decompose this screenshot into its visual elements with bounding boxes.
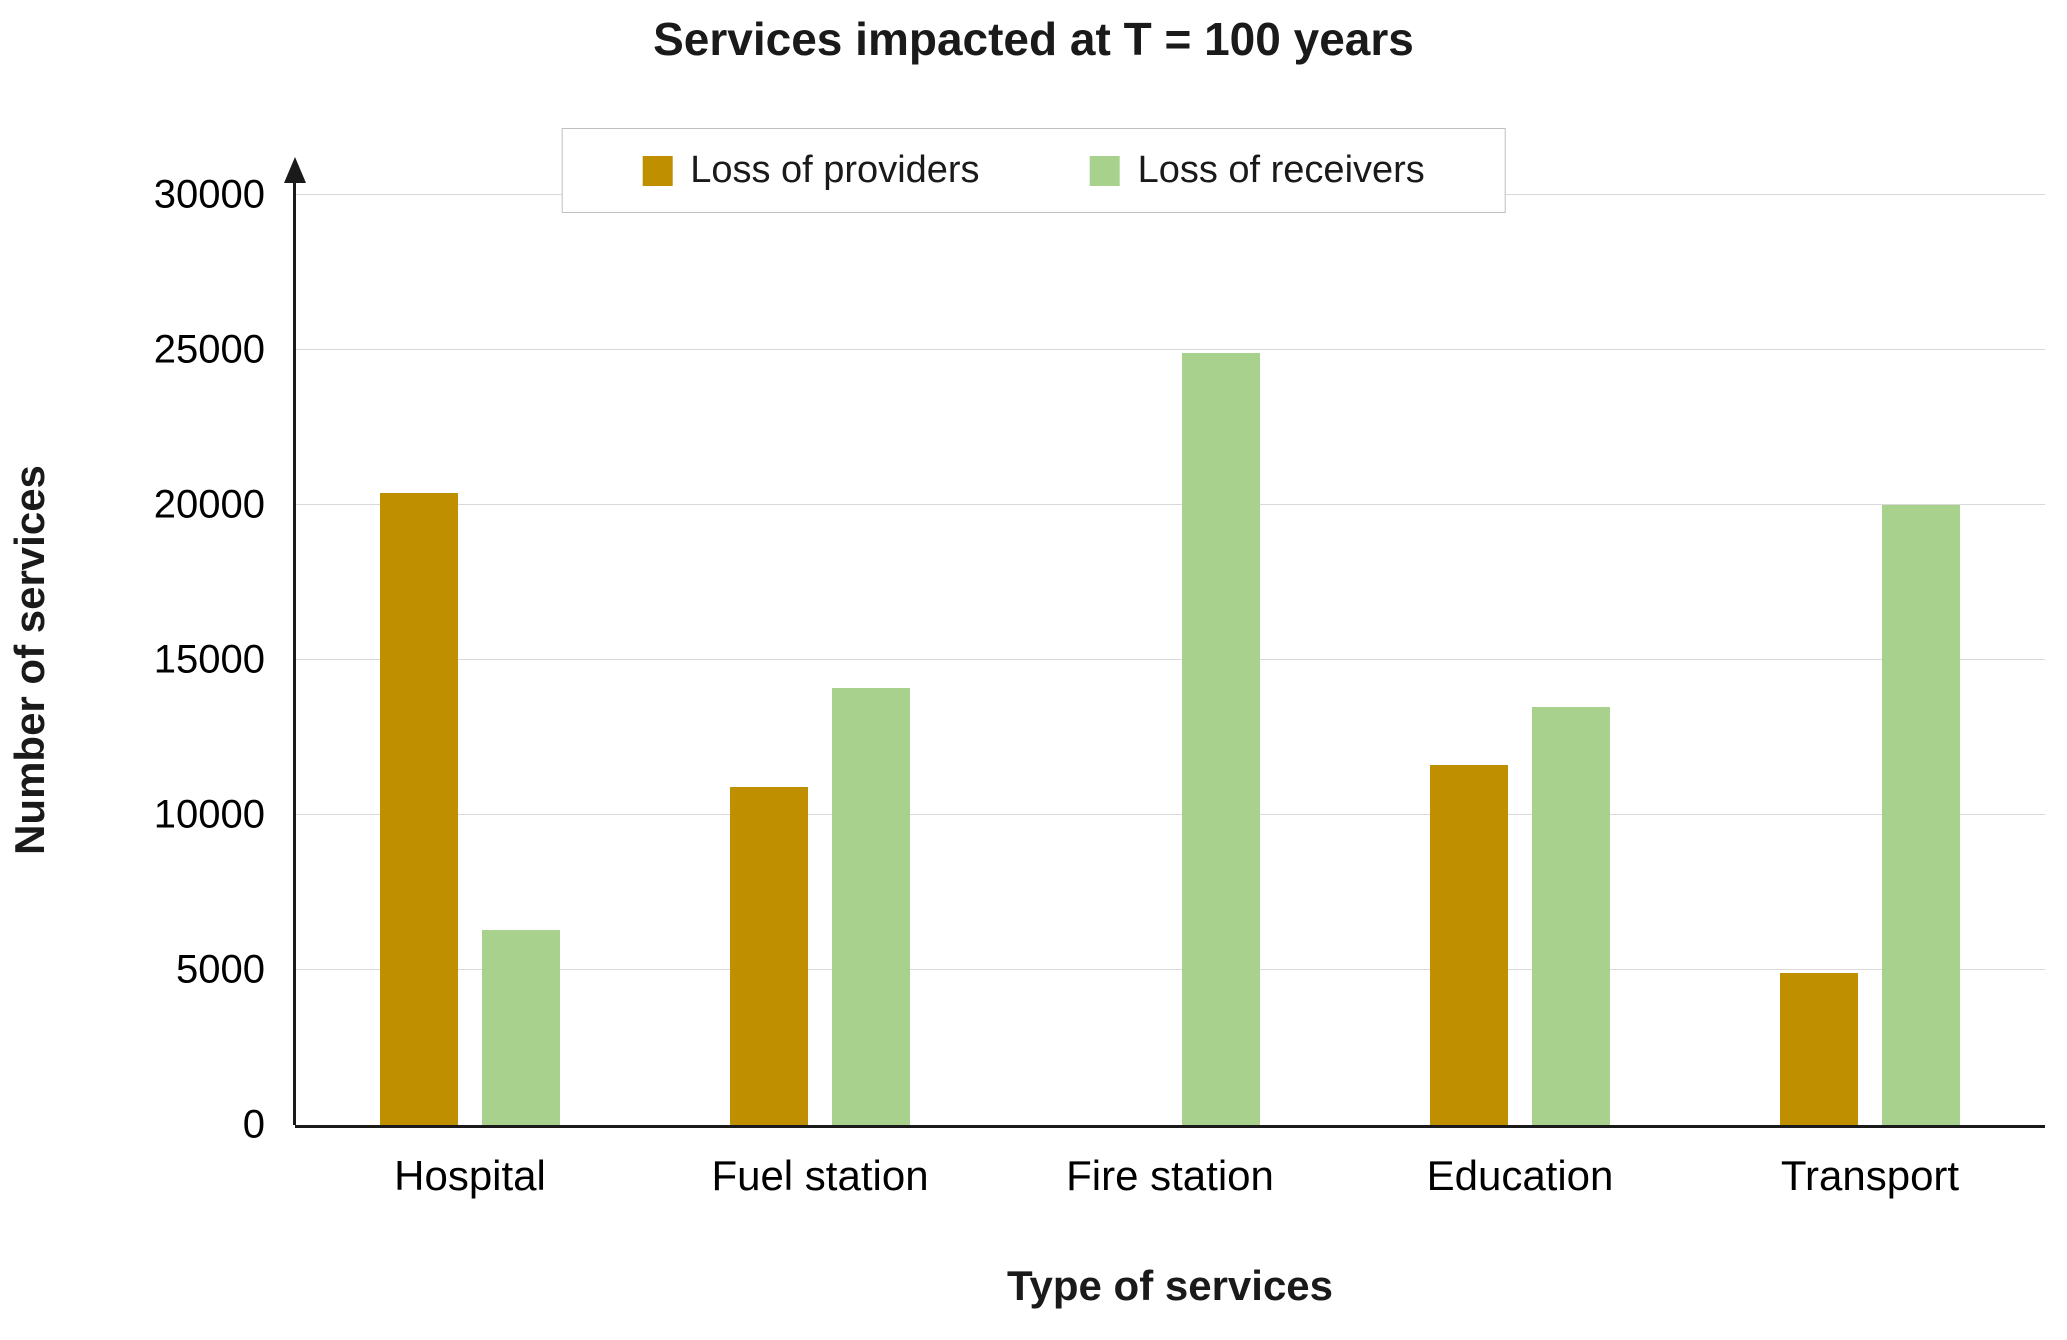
bar-loss-of-receivers-fuel-station — [832, 687, 910, 1125]
gridline-20000 — [295, 504, 2045, 506]
category-slot-education: Education — [1345, 195, 1695, 1199]
y-axis-line — [293, 181, 296, 1125]
y-axis-arrow-icon — [284, 157, 306, 183]
legend-swatch-icon — [642, 155, 673, 186]
category-slot-fire-station: Fire station — [995, 195, 1345, 1199]
bar-loss-of-providers-transport — [1780, 973, 1858, 1125]
chart-title: Services impacted at T = 100 years — [653, 13, 1414, 65]
legend-label: Loss of receivers — [1137, 149, 1425, 191]
gridline-5000 — [295, 969, 2045, 971]
y-tick-label-20000: 20000 — [153, 482, 265, 527]
y-tick-label-25000: 25000 — [153, 327, 265, 372]
x-tick-label-education: Education — [1426, 1152, 1614, 1199]
bar-loss-of-receivers-fire-station — [1182, 353, 1260, 1125]
bar-loss-of-receivers-education — [1532, 706, 1610, 1125]
y-tick-label-10000: 10000 — [153, 792, 265, 837]
bar-loss-of-providers-fuel-station — [730, 787, 808, 1125]
bar-loss-of-providers-education — [1430, 765, 1508, 1125]
y-tick-label-5000: 5000 — [176, 947, 265, 992]
bar-loss-of-receivers-transport — [1882, 505, 1960, 1125]
gridline-15000 — [295, 659, 2045, 660]
x-tick-label-fuel-station: Fuel station — [711, 1152, 929, 1199]
category-slot-fuel-station: Fuel station — [645, 195, 995, 1199]
legend-item-loss-of-receivers: Loss of receivers — [1089, 149, 1425, 192]
legend: Loss of providers Loss of receivers — [561, 128, 1506, 213]
legend-swatch-icon — [1089, 155, 1120, 186]
y-tick-label-30000: 30000 — [153, 172, 265, 217]
gridline-10000 — [295, 814, 2045, 816]
bar-loss-of-providers-hospital — [380, 492, 458, 1125]
category-slot-transport: Transport — [1695, 195, 2045, 1199]
x-axis-title: Type of services — [1006, 1262, 1334, 1309]
y-axis-title: Number of services — [6, 465, 53, 855]
legend-item-loss-of-providers: Loss of providers — [642, 149, 980, 192]
legend-label: Loss of providers — [690, 149, 980, 191]
category-slot-hospital: Hospital — [295, 195, 645, 1199]
y-tick-label-15000: 15000 — [153, 637, 265, 682]
x-tick-label-transport: Transport — [1780, 1152, 1960, 1199]
y-tick-label-0: 0 — [242, 1102, 265, 1147]
gridline-25000 — [295, 349, 2045, 350]
x-tick-label-hospital: Hospital — [394, 1152, 546, 1199]
plot-area: Hospital Fuel station Fire station Educatio… — [154, 157, 2045, 1199]
bar-loss-of-receivers-hospital — [482, 929, 560, 1125]
x-tick-label-fire-station: Fire station — [1066, 1152, 1274, 1199]
category-slots: Hospital Fuel station Fire station Educatio… — [295, 195, 2045, 1199]
